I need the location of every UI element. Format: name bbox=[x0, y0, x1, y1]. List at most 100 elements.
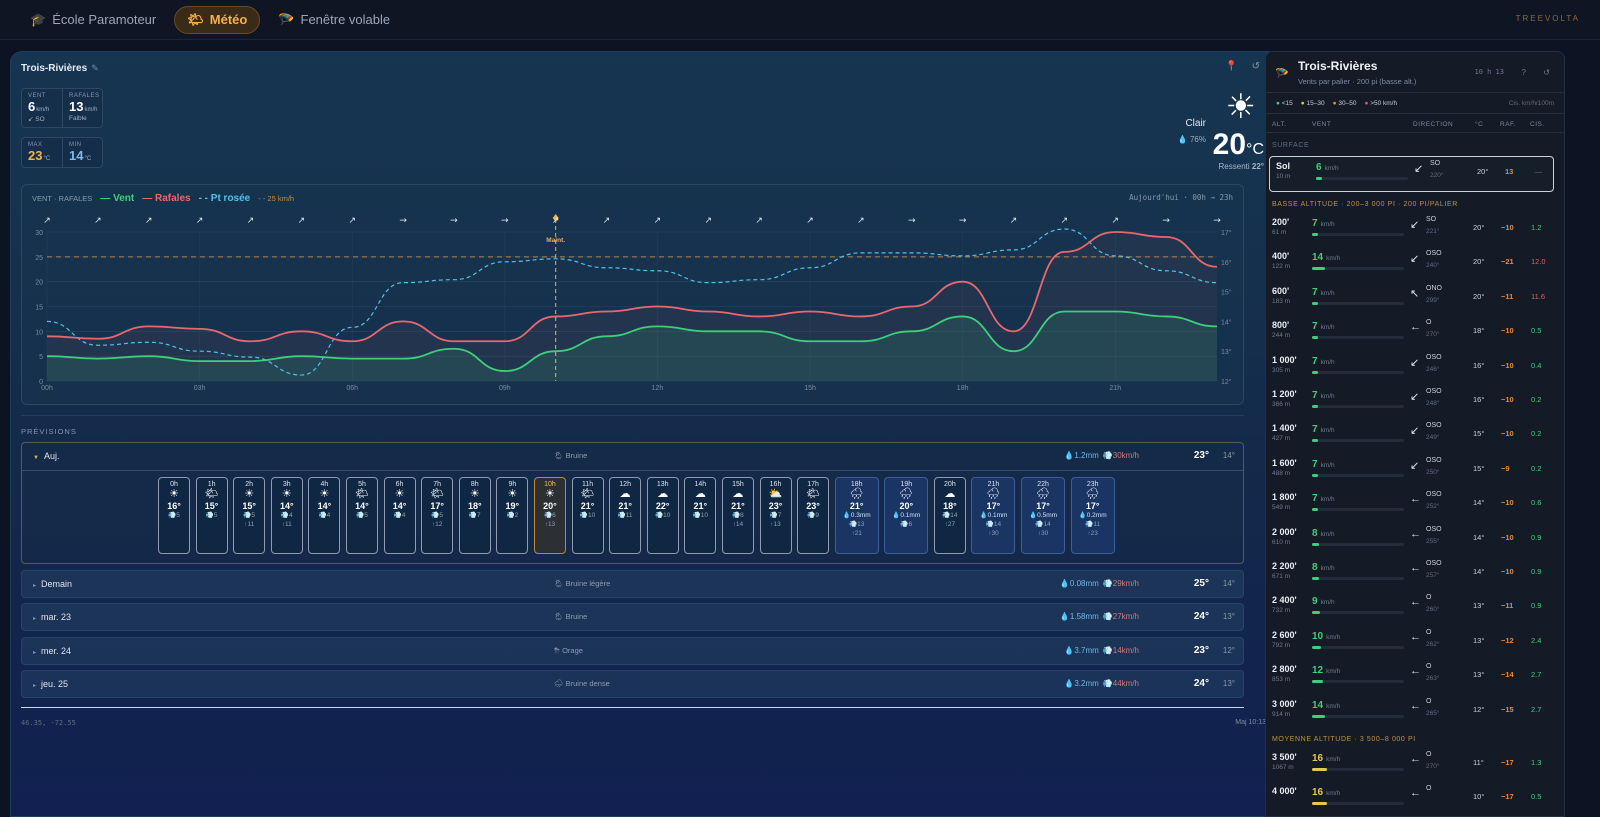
altitude-row[interactable]: 1 200' 366 m 7 km/h ↙ OSO 248° 16° −10 0.2 bbox=[1266, 385, 1564, 419]
day-wind-value: 27km/h bbox=[1112, 612, 1139, 621]
hour-card[interactable]: 8h ☀ 18° 💨7 bbox=[458, 477, 491, 554]
gust-stat: RAFALES 13km/h Faible bbox=[62, 89, 102, 127]
altitude-row[interactable]: 2 600' 792 m 10 km/h ← O 262° 13° −12 2.4 bbox=[1266, 626, 1564, 660]
drizzle-icon: 🌦 bbox=[554, 451, 564, 460]
day-row[interactable]: ▸ mar. 23 🌦 Bruine 💧1.58mm 💨27km/h 24° 13° bbox=[21, 603, 1244, 631]
hour-card[interactable]: 21h 🌧 17° 💧0.1mm 💨14 ↑30 bbox=[971, 477, 1016, 554]
altitude-row[interactable]: 600' 183 m 7 km/h ↖ ONO 299° 20° −11 11.6 bbox=[1266, 282, 1564, 316]
location-pin-icon[interactable]: 📍 bbox=[1225, 61, 1238, 72]
edit-icon[interactable]: ✎ bbox=[91, 63, 99, 73]
wind-unit: km/h bbox=[1324, 165, 1339, 172]
day-row[interactable]: ▸ Demain 🌦 Bruine légère 💧0.08mm 💨29km/h 25° 1… bbox=[21, 570, 1244, 598]
wind-bar-fill bbox=[1312, 768, 1327, 771]
hour-card[interactable]: 20h ☁ 18° 💨14 ↑27 bbox=[933, 477, 966, 554]
hour-card[interactable]: 22h 🌧 17° 💧0.5mm 💨14 ↑30 bbox=[1021, 477, 1066, 554]
hour-card[interactable]: 13h ☁ 22° 💨10 bbox=[646, 477, 679, 554]
altitude-row[interactable]: 2 400' 732 m 9 km/h ← O 260° 13° −11 0.9 bbox=[1266, 591, 1564, 625]
tab-ecole[interactable]: 🎓 École Paramoteur bbox=[18, 6, 168, 34]
hour-gust: ↑14 bbox=[732, 521, 744, 528]
wind-bar-fill bbox=[1312, 802, 1327, 805]
altitude-row[interactable]: 1 800' 549 m 7 km/h ← OSO 252° 14° −10 0.6 bbox=[1266, 488, 1564, 522]
hour-card[interactable]: 16h ⛅ 23° 💨7 ↑13 bbox=[759, 477, 792, 554]
alt-shear: 0.9 bbox=[1531, 567, 1542, 576]
altitude-row[interactable]: 3 500' 1067 m 16 km/h ← O 270° 11° −17 1.3 bbox=[1266, 748, 1564, 782]
altitude-row[interactable]: 1 600' 488 m 7 km/h ↙ OSO 250° 15° −9 0.2 bbox=[1266, 454, 1564, 488]
alt-label: 2 400' bbox=[1272, 595, 1297, 606]
wind-bar bbox=[1312, 714, 1404, 718]
day-row[interactable]: ▸ mer. 24 ⛈ Orage 💧3.7mm 💨14km/h 23° 12° bbox=[21, 637, 1244, 665]
hour-card[interactable]: 19h 🌧 20° 💧0.1mm 💨6 bbox=[884, 477, 929, 554]
hour-card[interactable]: 1h 🌤 15° 💨5 bbox=[195, 477, 228, 554]
alt-temp: 14° bbox=[1473, 498, 1485, 508]
hour-card[interactable]: 4h ☀ 14° 💨4 bbox=[308, 477, 341, 554]
hour-card[interactable]: 17h 🌤 23° 💨9 bbox=[797, 477, 830, 554]
altitude-row[interactable]: 2 000' 610 m 8 km/h ← OSO 255° 14° −10 0.9 bbox=[1266, 523, 1564, 557]
hour-wind: 💨7 bbox=[769, 512, 782, 519]
hour-temp: 15° bbox=[242, 501, 256, 511]
hour-temp: 14° bbox=[317, 501, 332, 511]
hour-card[interactable]: 3h ☀ 14° 💨4 ↑11 bbox=[270, 477, 303, 554]
altitude-row[interactable]: 2 200' 671 m 8 km/h ← OSO 257° 14° −10 0.9 bbox=[1266, 557, 1564, 591]
hour-card[interactable]: 23h 🌧 17° 💧0.2mm 💨11 ↑23 bbox=[1070, 477, 1115, 554]
hour-gust: ↑11 bbox=[281, 521, 292, 528]
altitude-row[interactable]: 1 400' 427 m 7 km/h ↙ OSO 249° 15° −10 0.2 bbox=[1266, 419, 1564, 453]
altitude-row[interactable]: Sol 10 m 6 km/h ↙ SO 220° 20° 13 — bbox=[1269, 156, 1554, 192]
day-row[interactable]: ▸ jeu. 25 🌧 Bruine dense 💧3.2mm 💨44km/h 24° 13… bbox=[21, 670, 1244, 698]
hour-card[interactable]: 0h ☀ 16° 💨5 bbox=[158, 477, 190, 554]
alt-label: 600' bbox=[1272, 285, 1290, 296]
alt-shear: 12.0 bbox=[1531, 257, 1546, 267]
altitude-row[interactable]: 200' 61 m 7 km/h ↙ SO 221° 20° −10 1.2 bbox=[1266, 213, 1564, 247]
feels-like: Ressenti 22° bbox=[1219, 162, 1264, 171]
wind-dir: OSO bbox=[1426, 456, 1442, 464]
day-condition: 🌧 Bruine dense bbox=[554, 679, 610, 688]
hour-card[interactable]: 6h ☀ 14° 💨4 bbox=[383, 477, 416, 554]
help-icon[interactable]: ? bbox=[1521, 68, 1526, 77]
refresh-icon[interactable]: ↺ bbox=[1543, 68, 1550, 77]
hour-card[interactable]: 15h ☁ 21° 💨8 ↑14 bbox=[721, 477, 754, 554]
day-condition-text: Bruine légère bbox=[565, 579, 611, 588]
altitude-row[interactable]: 800' 244 m 7 km/h ← O 270° 18° −10 0.5 bbox=[1266, 316, 1564, 350]
hour-card[interactable]: 5h 🌤 14° 💨5 bbox=[345, 477, 378, 554]
top-nav: 🎓 École Paramoteur 🌤 Météo 🪂 Fenêtre volabl… bbox=[0, 0, 1600, 40]
day-wind: 💨29km/h bbox=[1102, 579, 1139, 588]
day-rain-value: 3.7mm bbox=[1074, 646, 1099, 655]
today-row[interactable]: ▼ Auj. 🌦 Bruine 💧1.2mm 💨30km/h 23° 14° bbox=[22, 443, 1243, 471]
legend-item: ● <15 bbox=[1276, 100, 1293, 107]
altitude-panel: 🪂 Trois-Rivières Vents par palier · 200 … bbox=[1265, 51, 1565, 817]
refresh-icon[interactable]: ↺ bbox=[1251, 61, 1260, 72]
hour-card[interactable]: 7h 🌤 17° 💨5 ↑12 bbox=[421, 477, 454, 554]
tab-meteo[interactable]: 🌤 Météo bbox=[174, 5, 261, 34]
hour-card[interactable]: 10h ☀ 20° 💨6 ↑13 bbox=[533, 477, 566, 554]
hour-temp: 22° bbox=[655, 501, 670, 511]
alt-label: 1 600' bbox=[1272, 457, 1297, 468]
tab-fenetre[interactable]: 🪂 Fenêtre volable bbox=[266, 6, 402, 34]
column-headers: ALT. VENT DIRECTION °C RAF. CIS. bbox=[1266, 115, 1564, 133]
wind-arrow-icon: ↗ bbox=[145, 216, 153, 226]
hour-gust: ↑30 bbox=[988, 530, 999, 537]
altitude-row[interactable]: 4 000' 16 km/h ← O 10° −17 0.5 bbox=[1266, 782, 1564, 816]
wind-bar-fill bbox=[1312, 680, 1324, 684]
altitude-row[interactable]: 2 800' 853 m 12 km/h ← O 263° 13° −14 2.7 bbox=[1266, 660, 1564, 694]
altitude-row[interactable]: 3 000' 914 m 14 km/h ← O 265° 12° −15 2.7 bbox=[1266, 695, 1564, 729]
altitude-row[interactable]: 400' 122 m 14 km/h ↙ OSO 240° 20° −21 12.0 bbox=[1266, 247, 1564, 281]
legend-dewpoint-label: Pt rosée bbox=[210, 193, 251, 204]
hour-card[interactable]: 9h ☀ 19° 💨2 bbox=[496, 477, 529, 554]
alt-meters: 1067 m bbox=[1272, 764, 1294, 771]
hour-card[interactable]: 18h 🌧 21° 💧0.3mm 💨13 ↑21 bbox=[834, 477, 879, 554]
weather-icon: ☀ bbox=[545, 488, 555, 500]
wind-label: VENT bbox=[28, 93, 47, 99]
hour-label: 10h bbox=[544, 481, 556, 488]
weather-icon: 🌤 bbox=[354, 488, 369, 500]
hour-card[interactable]: 2h ☀ 15° 💨5 ↑11 bbox=[233, 477, 266, 554]
altitude-row[interactable]: 1 000' 305 m 7 km/h ↙ OSO 246° 16° −10 0.4 bbox=[1266, 351, 1564, 385]
hour-label: 16h bbox=[769, 481, 782, 488]
hour-card[interactable]: 11h 🌤 21° 💨10 bbox=[571, 477, 604, 554]
side-clock: 10 h 13 bbox=[1474, 68, 1504, 76]
day-condition-text: Bruine bbox=[565, 612, 588, 621]
alt-gust: −10 bbox=[1501, 360, 1514, 370]
wind-speed: 7 bbox=[1312, 493, 1318, 505]
wind-dir: SO bbox=[1430, 160, 1441, 167]
hour-card[interactable]: 14h ☁ 21° 💨10 bbox=[684, 477, 717, 554]
hour-card[interactable]: 12h ☁ 21° 💨11 bbox=[609, 477, 642, 554]
legend-vent-label: Vent bbox=[113, 193, 135, 204]
